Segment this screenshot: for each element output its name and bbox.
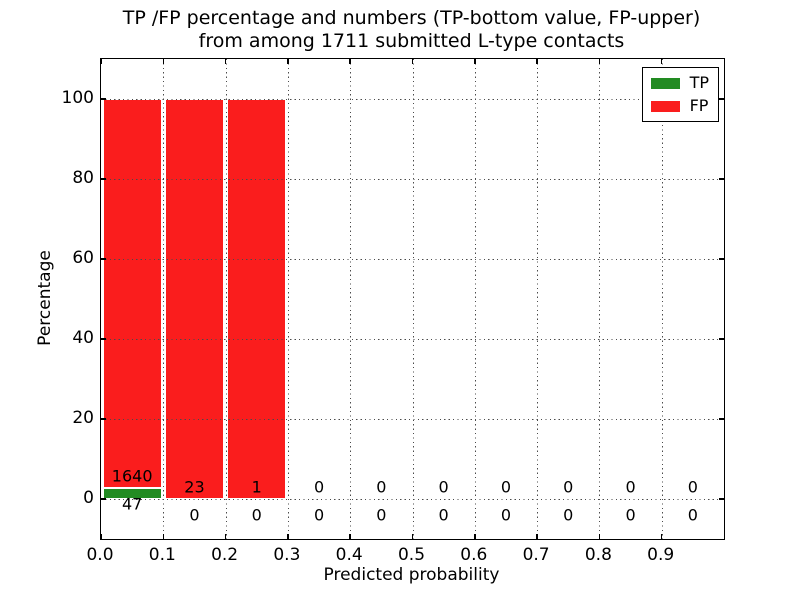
- x-tick-mark: [474, 534, 476, 539]
- x-tick-mark: [100, 534, 102, 539]
- x-tick-label: 0.8: [584, 545, 612, 565]
- vertical-gridline: [350, 59, 352, 539]
- x-tick-mark: [224, 534, 227, 539]
- fp-count-label: 0: [500, 477, 512, 497]
- fp-legend-swatch: [650, 100, 680, 112]
- y-tick-label: 0: [83, 488, 94, 508]
- y-tick-label: 100: [61, 88, 94, 108]
- x-tick-mark: [536, 534, 538, 539]
- vertical-gridline: [163, 59, 165, 539]
- x-tick-mark: [349, 59, 351, 64]
- tp-count-label: 0: [500, 505, 512, 525]
- y-tick-mark: [719, 338, 724, 340]
- fp-legend-label: FP: [689, 96, 709, 115]
- y-tick-label: 80: [72, 168, 94, 188]
- x-tick-mark: [224, 59, 227, 64]
- vertical-gridline: [599, 59, 601, 539]
- x-tick-mark: [536, 59, 538, 64]
- fp-bar: [164, 99, 225, 499]
- y-tick-mark: [101, 258, 106, 260]
- x-tick-label: 0.3: [273, 545, 301, 565]
- x-tick-mark: [598, 534, 601, 539]
- y-tick-mark: [101, 338, 106, 340]
- fp-count-label: 23: [184, 477, 205, 497]
- vertical-gridline: [225, 59, 227, 539]
- tp-bar: [102, 487, 162, 499]
- x-tick-mark: [411, 534, 414, 539]
- y-tick-mark: [101, 178, 106, 180]
- x-tick-mark: [162, 59, 165, 64]
- y-tick-mark: [719, 98, 724, 100]
- x-tick-mark: [411, 59, 414, 64]
- tp-legend-swatch: [650, 77, 680, 89]
- x-tick-mark: [660, 534, 663, 539]
- tp-count-label: 0: [687, 505, 698, 525]
- chart-title-line1: TP /FP percentage and numbers (TP-bottom…: [122, 7, 701, 29]
- x-tick-mark: [660, 59, 663, 64]
- y-tick-mark: [719, 498, 724, 500]
- legend-row-fp: FP: [650, 96, 709, 115]
- tp-count-label: 0: [251, 505, 262, 525]
- tp-count-label: 47: [121, 494, 143, 514]
- tp-count-label: 0: [376, 505, 387, 525]
- x-tick-mark: [100, 59, 102, 64]
- vertical-gridline: [412, 59, 414, 539]
- fp-count-label: 0: [313, 477, 325, 497]
- fp-count-label: 0: [376, 477, 387, 497]
- chart-title-line2: from among 1711 submitted L-type contact…: [198, 30, 625, 52]
- x-tick-mark: [287, 59, 289, 64]
- vertical-gridline: [287, 59, 289, 539]
- x-axis-label: Predicted probability: [323, 565, 500, 585]
- x-tick-label: 0.9: [647, 545, 675, 565]
- x-tick-label: 0.2: [211, 545, 239, 565]
- vertical-gridline: [537, 59, 539, 539]
- x-tick-mark: [162, 534, 165, 539]
- x-tick-label: 0.5: [397, 545, 426, 565]
- y-tick-label: 40: [72, 328, 94, 348]
- fp-count-label: 0: [625, 477, 636, 497]
- y-tick-mark: [719, 258, 724, 260]
- fp-count-label: 0: [438, 477, 449, 497]
- x-tick-mark: [598, 59, 601, 64]
- fp-count-label: 1: [251, 477, 262, 497]
- tp-count-label: 0: [625, 505, 636, 525]
- vertical-gridline: [474, 59, 476, 539]
- y-tick-mark: [719, 418, 724, 420]
- x-tick-label: 0.0: [86, 545, 114, 565]
- y-tick-mark: [101, 418, 106, 420]
- x-tick-label: 0.6: [460, 545, 488, 565]
- x-tick-mark: [349, 534, 351, 539]
- fp-count-label: 0: [687, 477, 698, 497]
- plot-area: 1640 47 23 0 1 0 0 0 0 0 0 0 0 0 0 0 0 0 0 0 TP FP: [100, 58, 725, 540]
- tp-count-label: 0: [313, 505, 325, 525]
- x-tick-label: 0.4: [335, 545, 363, 565]
- x-tick-label: 0.7: [522, 545, 550, 565]
- y-axis-label: Percentage: [35, 250, 55, 346]
- vertical-gridline: [661, 59, 663, 539]
- tp-count-label: 0: [563, 505, 574, 525]
- y-tick-mark: [101, 98, 106, 100]
- fp-count-label: 1640: [111, 466, 153, 486]
- tp-count-label: 0: [189, 505, 200, 525]
- x-tick-mark: [287, 534, 289, 539]
- chart-title: TP /FP percentage and numbers (TP-bottom…: [100, 7, 723, 53]
- y-tick-mark: [719, 178, 724, 180]
- x-tick-label: 0.1: [148, 545, 176, 565]
- legend-row-tp: TP: [650, 73, 709, 92]
- y-tick-label: 60: [72, 248, 94, 268]
- tp-count-label: 0: [438, 505, 449, 525]
- x-tick-mark: [474, 59, 476, 64]
- tp-legend-label: TP: [689, 73, 709, 92]
- legend: TP FP: [641, 67, 719, 122]
- fp-count-label: 0: [563, 477, 574, 497]
- fp-bar: [227, 99, 287, 499]
- y-tick-label: 20: [72, 408, 94, 428]
- fp-bar: [102, 99, 162, 488]
- y-tick-mark: [101, 498, 106, 500]
